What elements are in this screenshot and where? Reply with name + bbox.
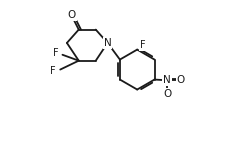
Text: N: N	[163, 75, 170, 85]
Text: O: O	[67, 10, 75, 20]
Text: F: F	[50, 66, 56, 76]
Text: O: O	[162, 89, 170, 99]
Text: F: F	[139, 40, 144, 50]
Text: O: O	[176, 75, 184, 85]
Text: N: N	[103, 38, 111, 48]
Text: F: F	[52, 48, 58, 58]
